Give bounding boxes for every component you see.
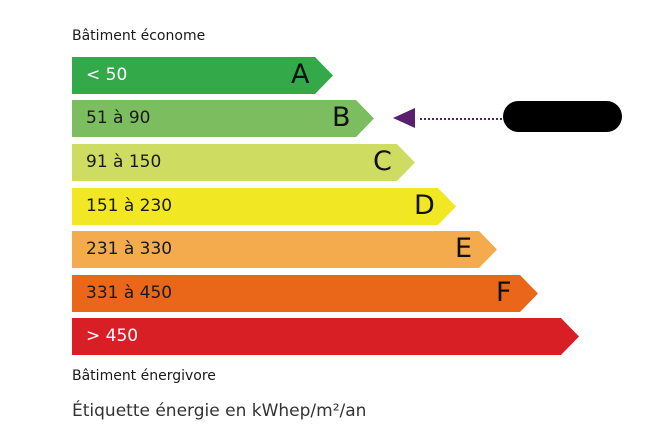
class-range: < 50 xyxy=(86,65,128,85)
class-letter: D xyxy=(414,190,435,221)
class-range: 151 à 230 xyxy=(86,196,173,216)
energy-class-d: 151 à 230 D xyxy=(72,188,456,225)
energy-class-f: 331 à 450 F xyxy=(72,275,538,312)
caption: Étiquette énergie en kWhep/m²/an xyxy=(72,401,367,421)
class-range: > 450 xyxy=(86,326,139,346)
energy-class-b: 51 à 90 B xyxy=(72,100,374,137)
footer-label: Bâtiment énergivore xyxy=(72,368,216,384)
class-range: 91 à 150 xyxy=(86,152,162,172)
class-letter: B xyxy=(332,102,351,133)
class-letter: A xyxy=(291,59,310,90)
class-range: 331 à 450 xyxy=(86,283,173,303)
class-letter: F xyxy=(496,277,512,308)
class-range: 231 à 330 xyxy=(86,239,173,259)
class-letter: C xyxy=(373,146,392,177)
class-letter: E xyxy=(455,233,473,264)
energy-class-e: 231 à 330 E xyxy=(72,231,497,268)
header-label: Bâtiment économe xyxy=(72,28,206,44)
energy-class-g: > 450 xyxy=(72,318,579,355)
redacted-value xyxy=(503,101,622,132)
energy-class-a: < 50 A xyxy=(72,57,333,94)
indicator-dotted-line xyxy=(420,118,502,120)
indicator-arrow-icon xyxy=(393,108,415,128)
energy-class-c: 91 à 150 C xyxy=(72,144,415,181)
class-range: 51 à 90 xyxy=(86,108,151,128)
